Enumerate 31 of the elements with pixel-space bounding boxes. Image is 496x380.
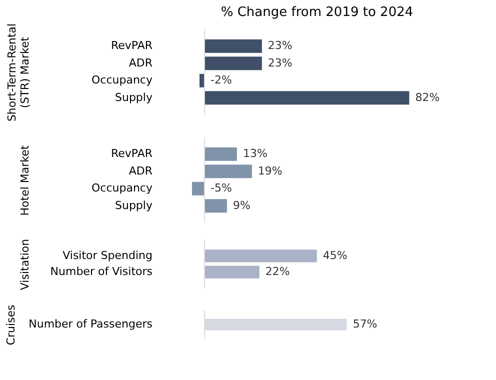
- y-axis-title: Short-Term-Rental (STR) Market: [6, 23, 32, 122]
- data-label: 45%: [322, 248, 348, 262]
- y-tick-label: Visitor Spending: [62, 248, 152, 262]
- y-tick-label: RevPAR: [110, 147, 153, 160]
- y-tick-label: Number of Passengers: [28, 318, 153, 330]
- y-tick-label: RevPAR: [110, 39, 153, 52]
- data-label: 57%: [352, 318, 378, 330]
- data-label: 9%: [232, 198, 250, 212]
- bar: [192, 182, 204, 196]
- data-label: -2%: [210, 74, 232, 87]
- y-tick-label: Number of Visitors: [50, 265, 153, 278]
- y-axis-title: Visitation: [18, 238, 32, 290]
- bar: [204, 147, 237, 161]
- bar: [204, 199, 227, 213]
- bar: [204, 164, 252, 178]
- data-label: 13%: [242, 147, 268, 160]
- y-axis-title: Hotel Market: [18, 144, 32, 216]
- data-label: -5%: [210, 182, 232, 195]
- data-label: 19%: [258, 164, 282, 178]
- data-label: 22%: [265, 265, 290, 278]
- data-label: 23%: [268, 56, 292, 70]
- y-axis-title: Cruises: [4, 304, 18, 346]
- y-tick-label: Supply: [115, 198, 153, 212]
- y-tick-label: ADR: [128, 164, 153, 178]
- data-label: 23%: [268, 39, 292, 52]
- y-tick-label: Occupancy: [92, 74, 153, 87]
- y-tick-label: Supply: [115, 90, 153, 104]
- data-label: 82%: [415, 90, 440, 104]
- y-tick-label: ADR: [128, 56, 153, 70]
- chart-title: % Change from 2019 to 2024: [220, 4, 414, 20]
- y-tick-label: Occupancy: [92, 182, 153, 195]
